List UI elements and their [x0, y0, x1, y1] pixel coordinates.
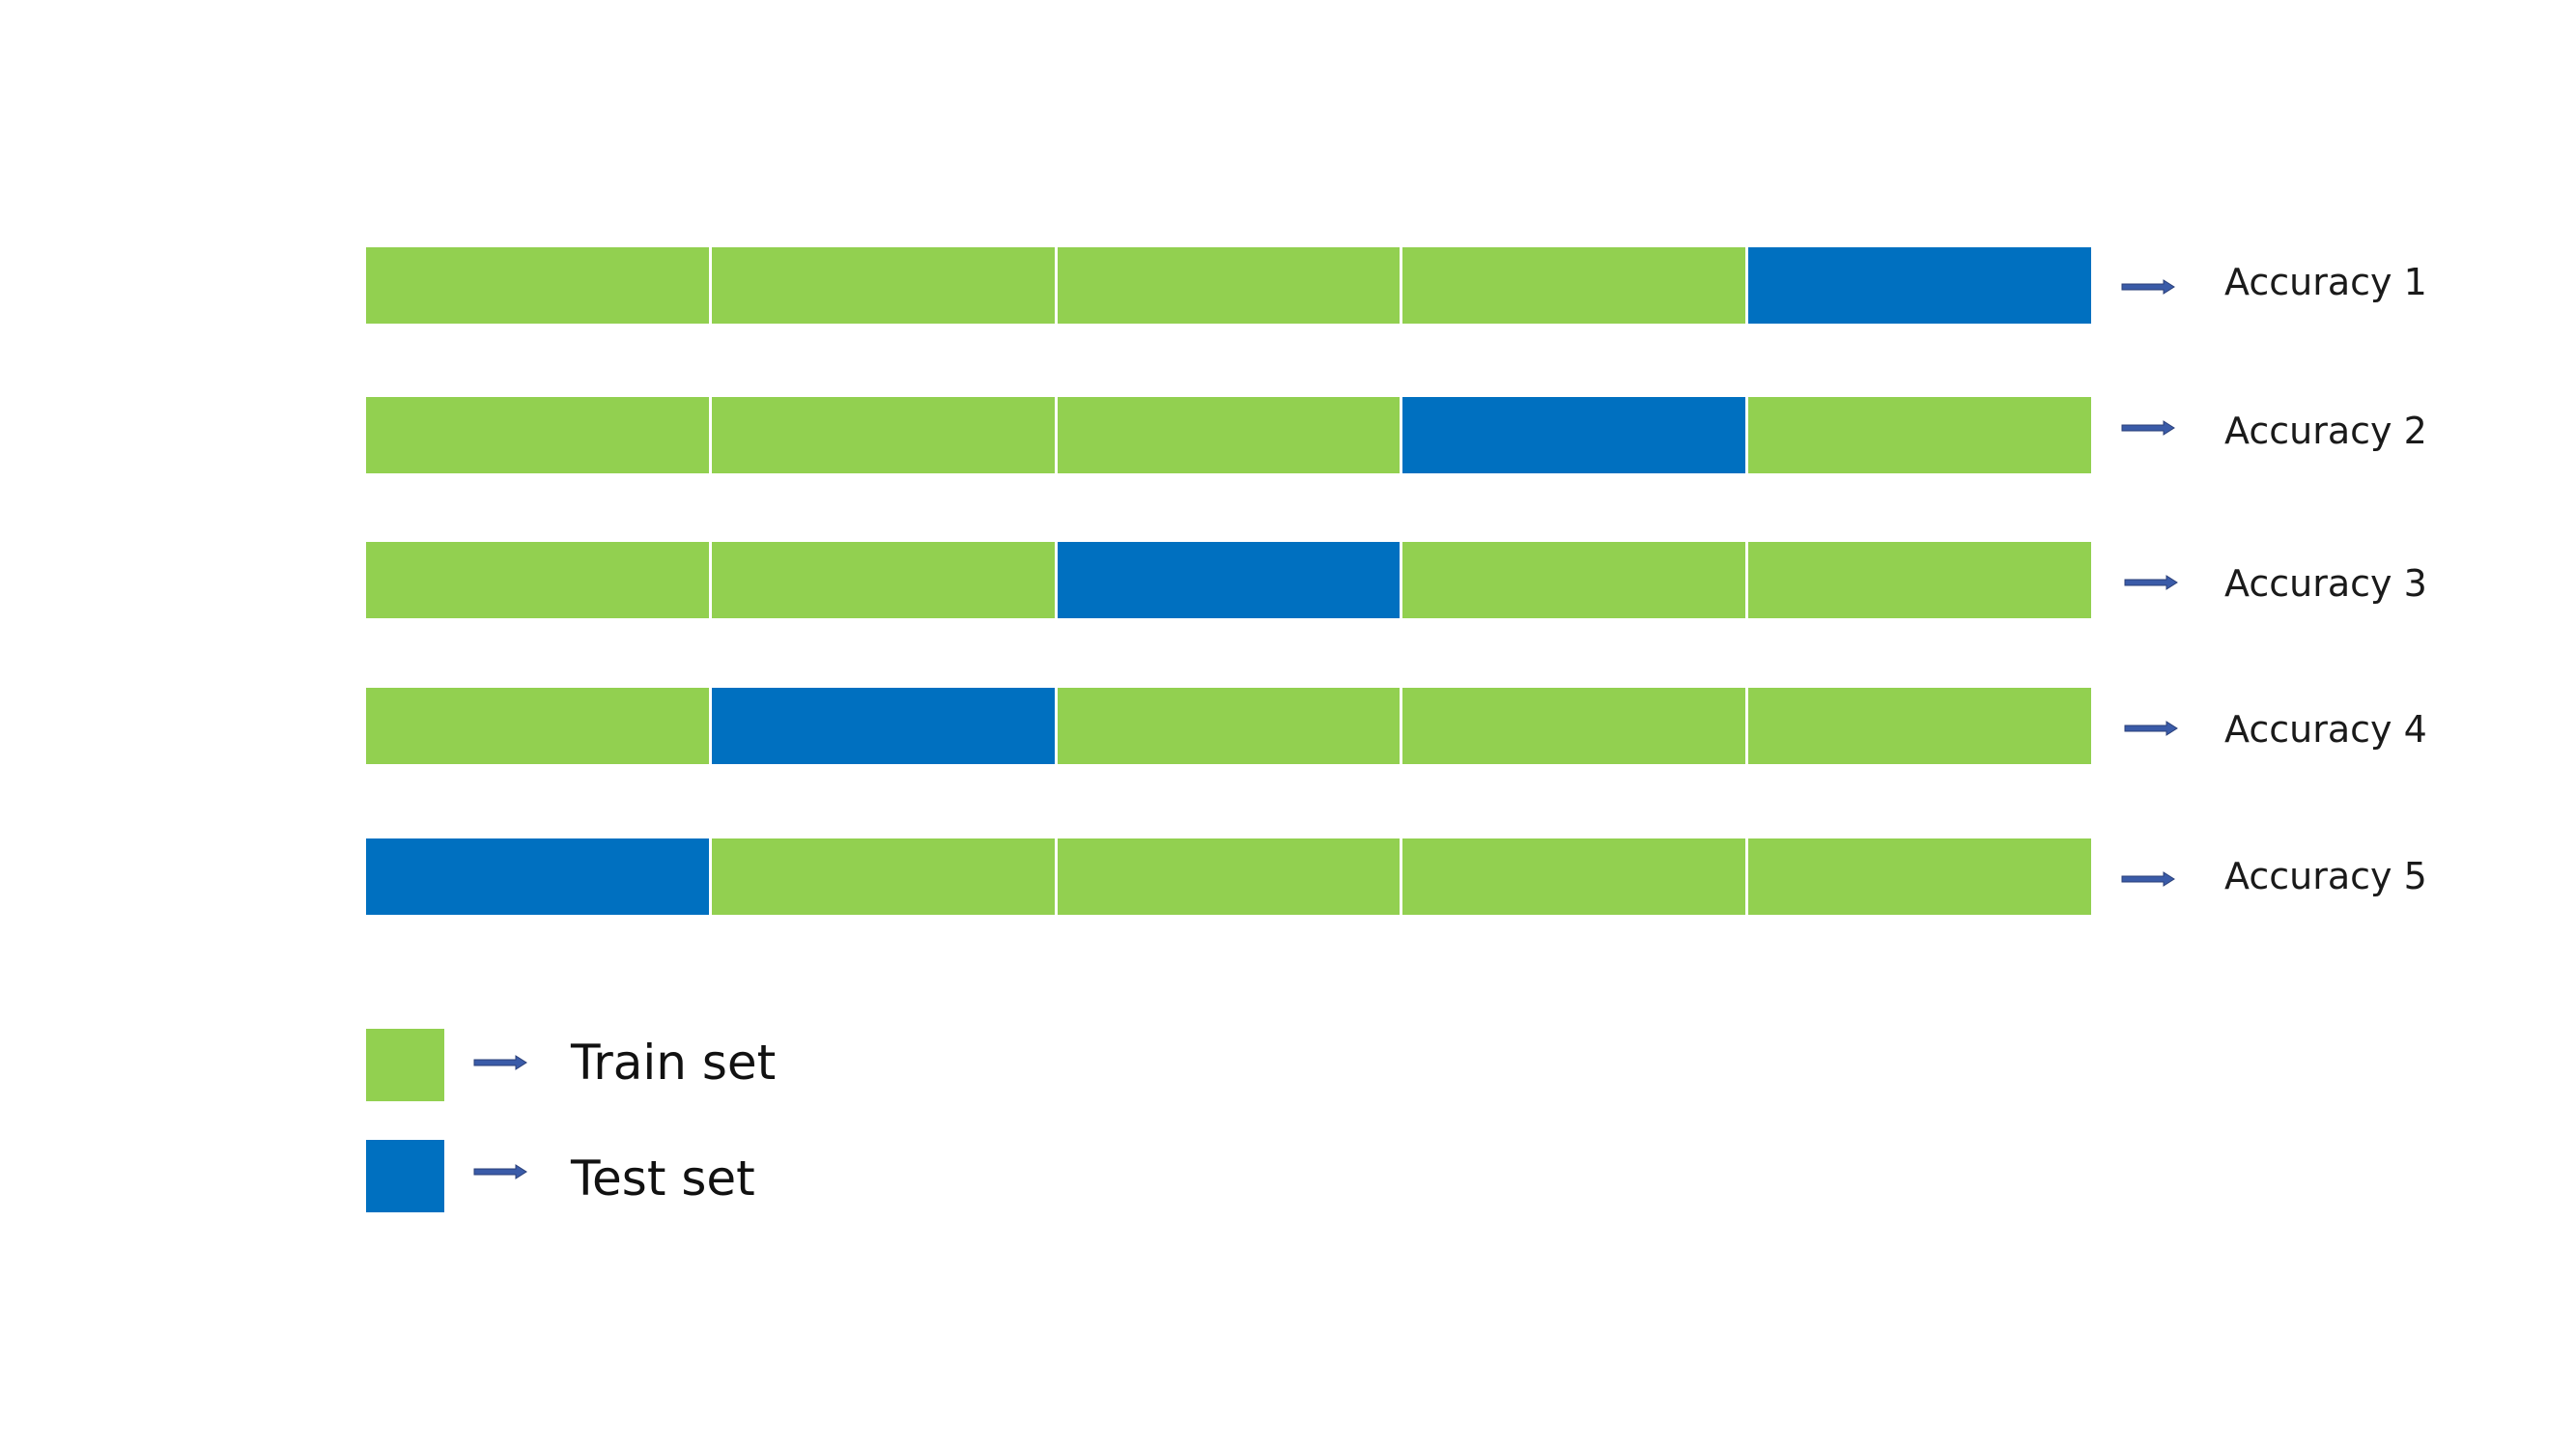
train-segment [711, 838, 1058, 915]
train-segment [711, 397, 1058, 473]
arrow-right-icon [2121, 871, 2175, 887]
arrow-right-icon [2121, 279, 2175, 295]
train-segment [1402, 688, 1749, 764]
test-segment [1402, 397, 1749, 473]
train-segment [1057, 838, 1403, 915]
legend-test-swatch [366, 1140, 444, 1212]
test-segment [1057, 542, 1403, 618]
train-segment [1402, 542, 1749, 618]
train-segment [366, 397, 712, 473]
fold-row-4 [366, 688, 2091, 764]
train-segment [1057, 688, 1403, 764]
arrow-right-icon [473, 1164, 527, 1179]
fold-row-1 [366, 247, 2091, 324]
train-segment [1402, 247, 1749, 324]
train-segment [1057, 247, 1403, 324]
arrow-right-icon [473, 1055, 527, 1070]
arrow-right-icon [2121, 420, 2175, 436]
train-segment [366, 247, 712, 324]
train-segment [366, 688, 712, 764]
train-segment [711, 247, 1058, 324]
train-segment [711, 542, 1058, 618]
legend-test-label: Test set [571, 1151, 755, 1207]
test-segment [711, 688, 1058, 764]
arrow-right-icon [2124, 721, 2178, 736]
fold-row-5 [366, 838, 2091, 915]
accuracy-label-4: Accuracy 4 [2224, 708, 2427, 751]
fold-row-3 [366, 542, 2091, 618]
train-segment [1748, 688, 2091, 764]
train-segment [366, 542, 712, 618]
accuracy-label-5: Accuracy 5 [2224, 855, 2427, 897]
accuracy-label-2: Accuracy 2 [2224, 410, 2427, 452]
train-segment [1057, 397, 1403, 473]
test-segment [1748, 247, 2091, 324]
train-segment [1748, 838, 2091, 915]
train-segment [1748, 542, 2091, 618]
accuracy-label-3: Accuracy 3 [2224, 562, 2427, 605]
train-segment [1748, 397, 2091, 473]
accuracy-label-1: Accuracy 1 [2224, 261, 2427, 303]
legend-train-swatch [366, 1029, 444, 1101]
arrow-right-icon [2124, 575, 2178, 590]
test-segment [366, 838, 712, 915]
train-segment [1402, 838, 1749, 915]
fold-row-2 [366, 397, 2091, 473]
legend-train-label: Train set [571, 1035, 777, 1091]
